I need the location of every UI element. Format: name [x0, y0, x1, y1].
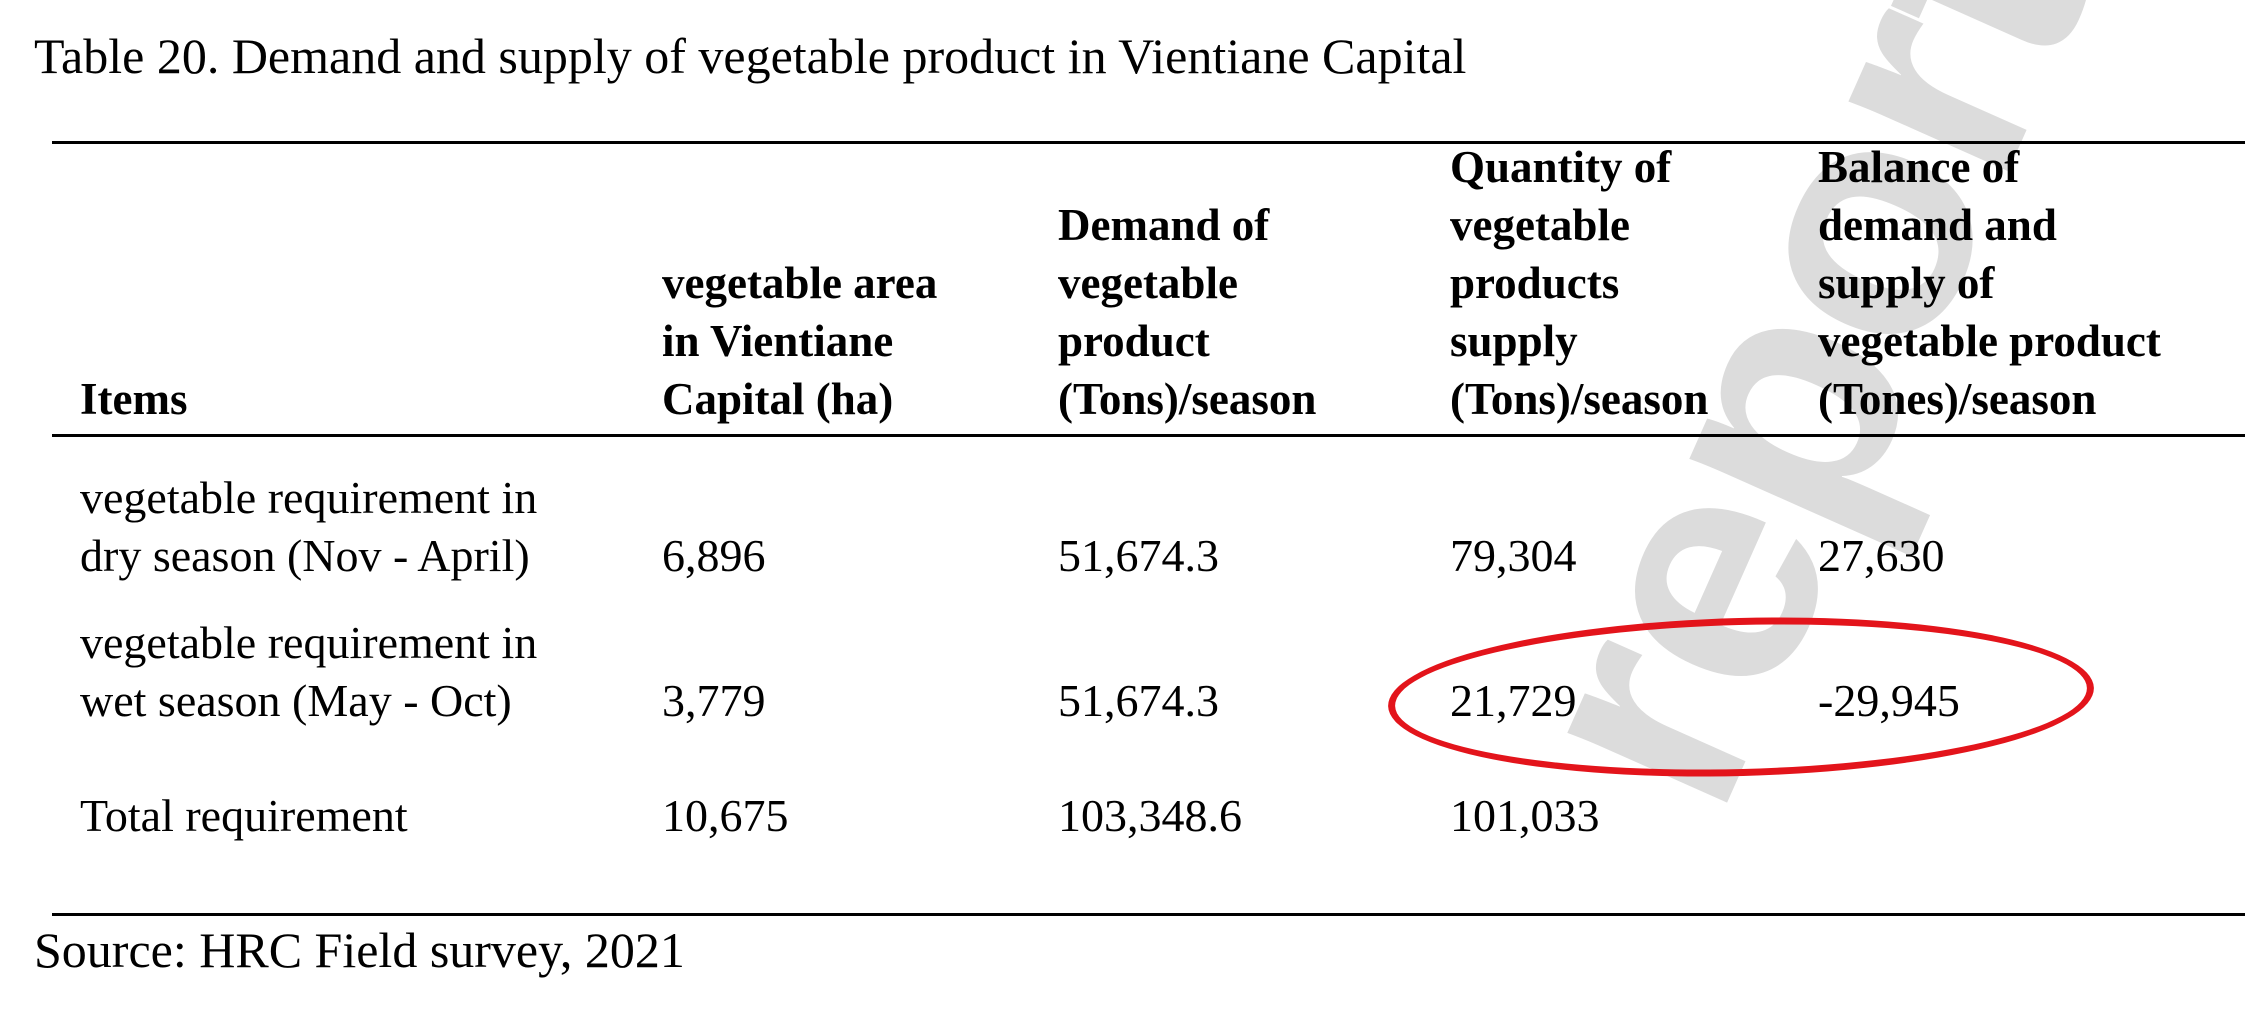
table-cell-total-demand: 103,348.6 [1058, 790, 1242, 841]
table-bottom-rule [52, 913, 2245, 916]
header-line: products [1450, 258, 1620, 308]
table-top-rule [52, 141, 2245, 144]
header-line: (Tons)/season [1450, 374, 1709, 424]
table-cell-dry-area: 6,896 [662, 530, 766, 581]
header-line: vegetable [1450, 200, 1630, 250]
header-line: Items [80, 374, 188, 424]
table-row-total-item: Total requirement [80, 787, 408, 845]
header-line: Quantity of [1450, 142, 1672, 192]
header-line: (Tons)/season [1058, 374, 1317, 424]
header-items: Items [80, 370, 187, 428]
table-cell-dry-balance: 27,630 [1818, 530, 1945, 581]
header-supply: Quantity of vegetable products supply (T… [1450, 138, 1708, 428]
header-line: (Tones)/season [1818, 374, 2097, 424]
header-line: supply of [1818, 258, 1995, 308]
row-label-line: dry season (Nov - April) [80, 530, 530, 581]
table-cell-wet-balance: -29,945 [1818, 675, 1960, 726]
header-area: vegetable area in Vientiane Capital (ha) [662, 254, 937, 428]
source-note: Source: HRC Field survey, 2021 [34, 922, 685, 978]
table-cell-dry-demand: 51,674.3 [1058, 530, 1219, 581]
table-cell-total-supply: 101,033 [1450, 790, 1600, 841]
table-cell-wet-area: 3,779 [662, 675, 766, 726]
row-label-line: vegetable requirement in [80, 617, 538, 668]
table-caption: Table 20. Demand and supply of vegetable… [34, 28, 1467, 84]
header-line: Demand of [1058, 200, 1270, 250]
header-line: in Vientiane [662, 316, 894, 366]
header-line: supply [1450, 316, 1578, 366]
table-cell-total-area: 10,675 [662, 790, 789, 841]
table-cell-wet-supply: 21,729 [1450, 675, 1577, 726]
header-line: demand and [1818, 200, 2057, 250]
table-cell-dry-supply: 79,304 [1450, 530, 1577, 581]
table-row-wet-item: vegetable requirement in wet season (May… [80, 614, 537, 730]
row-label-line: Total requirement [80, 790, 408, 841]
table-row-dry-item: vegetable requirement in dry season (Nov… [80, 469, 537, 585]
header-bottom-rule [52, 434, 2245, 437]
header-line: vegetable area [662, 258, 938, 308]
table-cell-wet-demand: 51,674.3 [1058, 675, 1219, 726]
header-demand: Demand of vegetable product (Tons)/seaso… [1058, 196, 1316, 428]
header-line: vegetable product [1818, 316, 2161, 366]
header-balance: Balance of demand and supply of vegetabl… [1818, 138, 2161, 428]
header-line: vegetable [1058, 258, 1238, 308]
header-line: Capital (ha) [662, 374, 894, 424]
row-label-line: wet season (May - Oct) [80, 675, 512, 726]
row-label-line: vegetable requirement in [80, 472, 538, 523]
header-line: product [1058, 316, 1210, 366]
header-line: Balance of [1818, 142, 2020, 192]
